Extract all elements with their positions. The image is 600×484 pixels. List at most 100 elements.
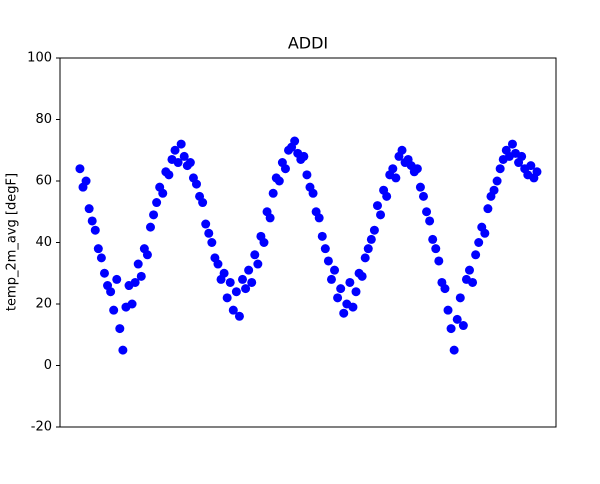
point xyxy=(250,250,260,260)
point xyxy=(391,173,401,183)
point xyxy=(446,324,456,334)
point xyxy=(201,219,211,229)
point xyxy=(198,198,208,208)
point xyxy=(99,268,109,278)
point xyxy=(532,167,542,177)
point xyxy=(455,293,465,303)
point xyxy=(464,265,474,275)
point xyxy=(268,188,278,198)
plot-frame xyxy=(59,57,557,428)
point xyxy=(241,284,251,294)
point xyxy=(259,238,269,247)
point xyxy=(81,176,91,186)
point xyxy=(118,345,128,355)
point xyxy=(127,299,137,309)
point xyxy=(458,321,468,331)
point xyxy=(222,293,232,303)
point xyxy=(339,308,349,318)
point xyxy=(84,204,94,214)
point xyxy=(207,238,217,247)
point xyxy=(142,250,152,260)
point xyxy=(191,179,201,189)
point xyxy=(238,274,248,284)
point xyxy=(480,228,490,238)
point xyxy=(326,274,336,284)
point xyxy=(507,139,517,149)
point xyxy=(317,231,327,241)
y-tick-label: -20 xyxy=(31,420,52,435)
point xyxy=(471,250,481,260)
point xyxy=(434,256,444,266)
point xyxy=(299,151,309,161)
point xyxy=(164,170,174,180)
point xyxy=(388,164,398,174)
point xyxy=(253,259,263,269)
point xyxy=(176,139,186,149)
point xyxy=(357,271,367,281)
point xyxy=(474,238,484,247)
point xyxy=(247,277,257,287)
point xyxy=(314,213,324,223)
point xyxy=(133,259,143,269)
point xyxy=(90,225,100,235)
point xyxy=(290,136,300,146)
point xyxy=(280,164,290,174)
point xyxy=(351,287,361,297)
point xyxy=(136,271,146,281)
point xyxy=(449,345,459,355)
point xyxy=(228,305,238,315)
y-tick-label: 100 xyxy=(27,51,52,66)
point xyxy=(412,164,422,174)
y-tick-label: 0 xyxy=(44,358,52,373)
point xyxy=(372,201,382,211)
point xyxy=(244,265,254,275)
point xyxy=(345,277,355,287)
point xyxy=(93,244,103,254)
point xyxy=(483,204,493,214)
y-tick-label: 60 xyxy=(35,174,52,189)
point xyxy=(308,188,318,198)
point xyxy=(376,210,386,220)
point xyxy=(366,234,376,244)
point xyxy=(234,311,244,321)
y-tick-label: 20 xyxy=(35,297,52,312)
point xyxy=(145,222,155,232)
point xyxy=(158,188,168,198)
point xyxy=(231,287,241,297)
point xyxy=(323,256,333,266)
point xyxy=(468,277,478,287)
point xyxy=(492,176,502,186)
point xyxy=(185,158,195,168)
point xyxy=(320,244,330,254)
point xyxy=(489,185,499,195)
point xyxy=(348,302,358,312)
point xyxy=(225,277,235,287)
chart-title: ADDI xyxy=(288,34,328,53)
point xyxy=(302,170,312,180)
y-tick-label: 40 xyxy=(35,235,52,250)
point xyxy=(265,213,275,223)
point xyxy=(106,287,116,297)
point xyxy=(173,158,183,168)
point xyxy=(96,253,106,263)
point xyxy=(517,151,527,161)
point xyxy=(440,284,450,294)
point xyxy=(149,210,159,220)
point xyxy=(418,191,428,201)
point xyxy=(422,207,432,217)
point xyxy=(170,145,180,155)
point xyxy=(452,314,462,324)
point xyxy=(431,244,441,254)
point xyxy=(330,265,340,275)
point xyxy=(87,216,97,226)
point xyxy=(369,225,379,235)
y-axis-label: temp_2m_avg [degF] xyxy=(5,173,20,311)
point xyxy=(397,145,407,155)
point xyxy=(495,164,505,174)
point xyxy=(333,293,343,303)
y-tick-label: 80 xyxy=(35,112,52,127)
point xyxy=(428,234,438,244)
point xyxy=(130,277,140,287)
point xyxy=(179,151,189,161)
